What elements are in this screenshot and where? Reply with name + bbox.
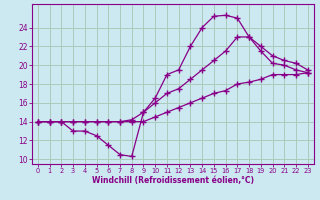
X-axis label: Windchill (Refroidissement éolien,°C): Windchill (Refroidissement éolien,°C) [92,176,254,185]
